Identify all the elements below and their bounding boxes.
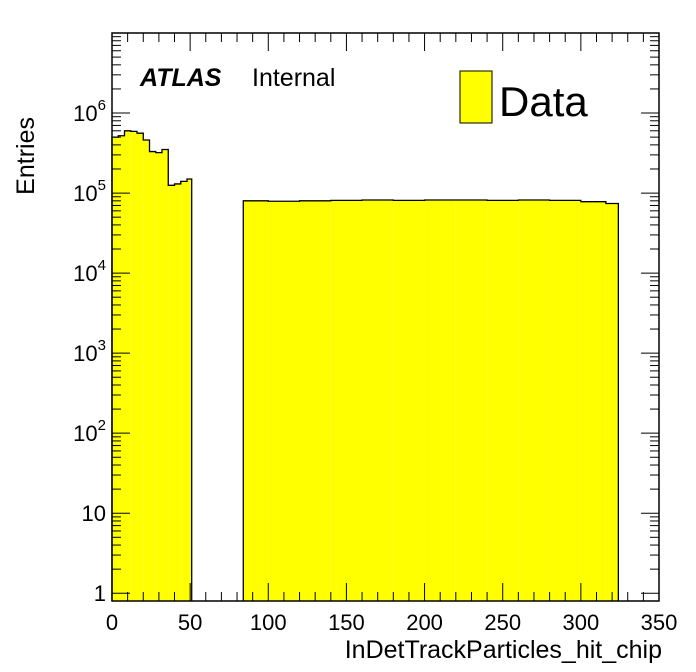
histogram-bar (130, 131, 138, 602)
histogram-bar (455, 199, 488, 601)
histogram-bar (187, 178, 192, 601)
histogram-bar (180, 181, 188, 601)
histogram-bar (137, 133, 144, 601)
internal-label: Internal (252, 64, 335, 92)
histogram-bar (393, 200, 425, 601)
histogram-bar (549, 200, 581, 601)
legend-swatch-data (459, 70, 493, 124)
histogram-bar (155, 152, 163, 601)
histogram-bar (580, 201, 606, 601)
x-tick-label: 300 (562, 610, 599, 635)
histogram-outline (242, 199, 620, 601)
y-tick-label: 103 (73, 337, 106, 366)
x-axis-title: InDetTrackParticles_hit_chip (345, 636, 662, 664)
histogram-bar (518, 199, 550, 601)
y-axis-ticks (112, 36, 659, 594)
plot-frame (111, 32, 660, 602)
y-tick-label: 106 (73, 97, 106, 126)
x-axis-ticks (111, 33, 660, 601)
x-tick-label: 100 (250, 610, 287, 635)
y-tick-label: 104 (73, 257, 106, 286)
y-axis-title: Entries (12, 117, 40, 195)
histogram-bar (112, 137, 119, 601)
x-tick-label: 50 (178, 610, 202, 635)
x-tick-label: 350 (641, 610, 678, 635)
histogram-bar (487, 200, 519, 601)
histogram-bar (143, 140, 150, 602)
histogram-bar (174, 183, 181, 601)
histogram-bar (149, 151, 156, 601)
x-tick-label: 0 (106, 610, 118, 635)
y-axis-tick-labels: 1 10 102 103 104 105 106 (73, 97, 106, 606)
histogram-bar (118, 135, 125, 601)
histogram-outline (111, 130, 193, 601)
x-axis-tick-labels: 0 50 100 150 200 250 300 350 (106, 610, 677, 635)
x-tick-label: 150 (328, 610, 365, 635)
histogram-bar (162, 149, 169, 601)
histogram-bar (330, 200, 363, 601)
atlas-label: ATLAS (139, 64, 222, 92)
x-tick-label: 200 (406, 610, 443, 635)
histogram-bar (243, 200, 269, 601)
legend-label-data: Data (499, 78, 588, 125)
histogram-bar (299, 200, 331, 601)
y-tick-label: 105 (73, 177, 106, 206)
legend: Data (459, 70, 588, 125)
histogram-bar (268, 201, 300, 601)
histogram-bar (605, 203, 619, 601)
histogram-bar (168, 185, 175, 602)
histogram-bars (111, 130, 620, 602)
y-tick-label: 10 (82, 501, 106, 526)
histogram-bar (424, 199, 456, 601)
y-tick-label: 1 (94, 581, 106, 606)
histogram-bar (124, 130, 131, 601)
y-tick-label: 102 (73, 417, 106, 446)
x-tick-label: 250 (484, 610, 521, 635)
histogram-bar (362, 199, 394, 601)
